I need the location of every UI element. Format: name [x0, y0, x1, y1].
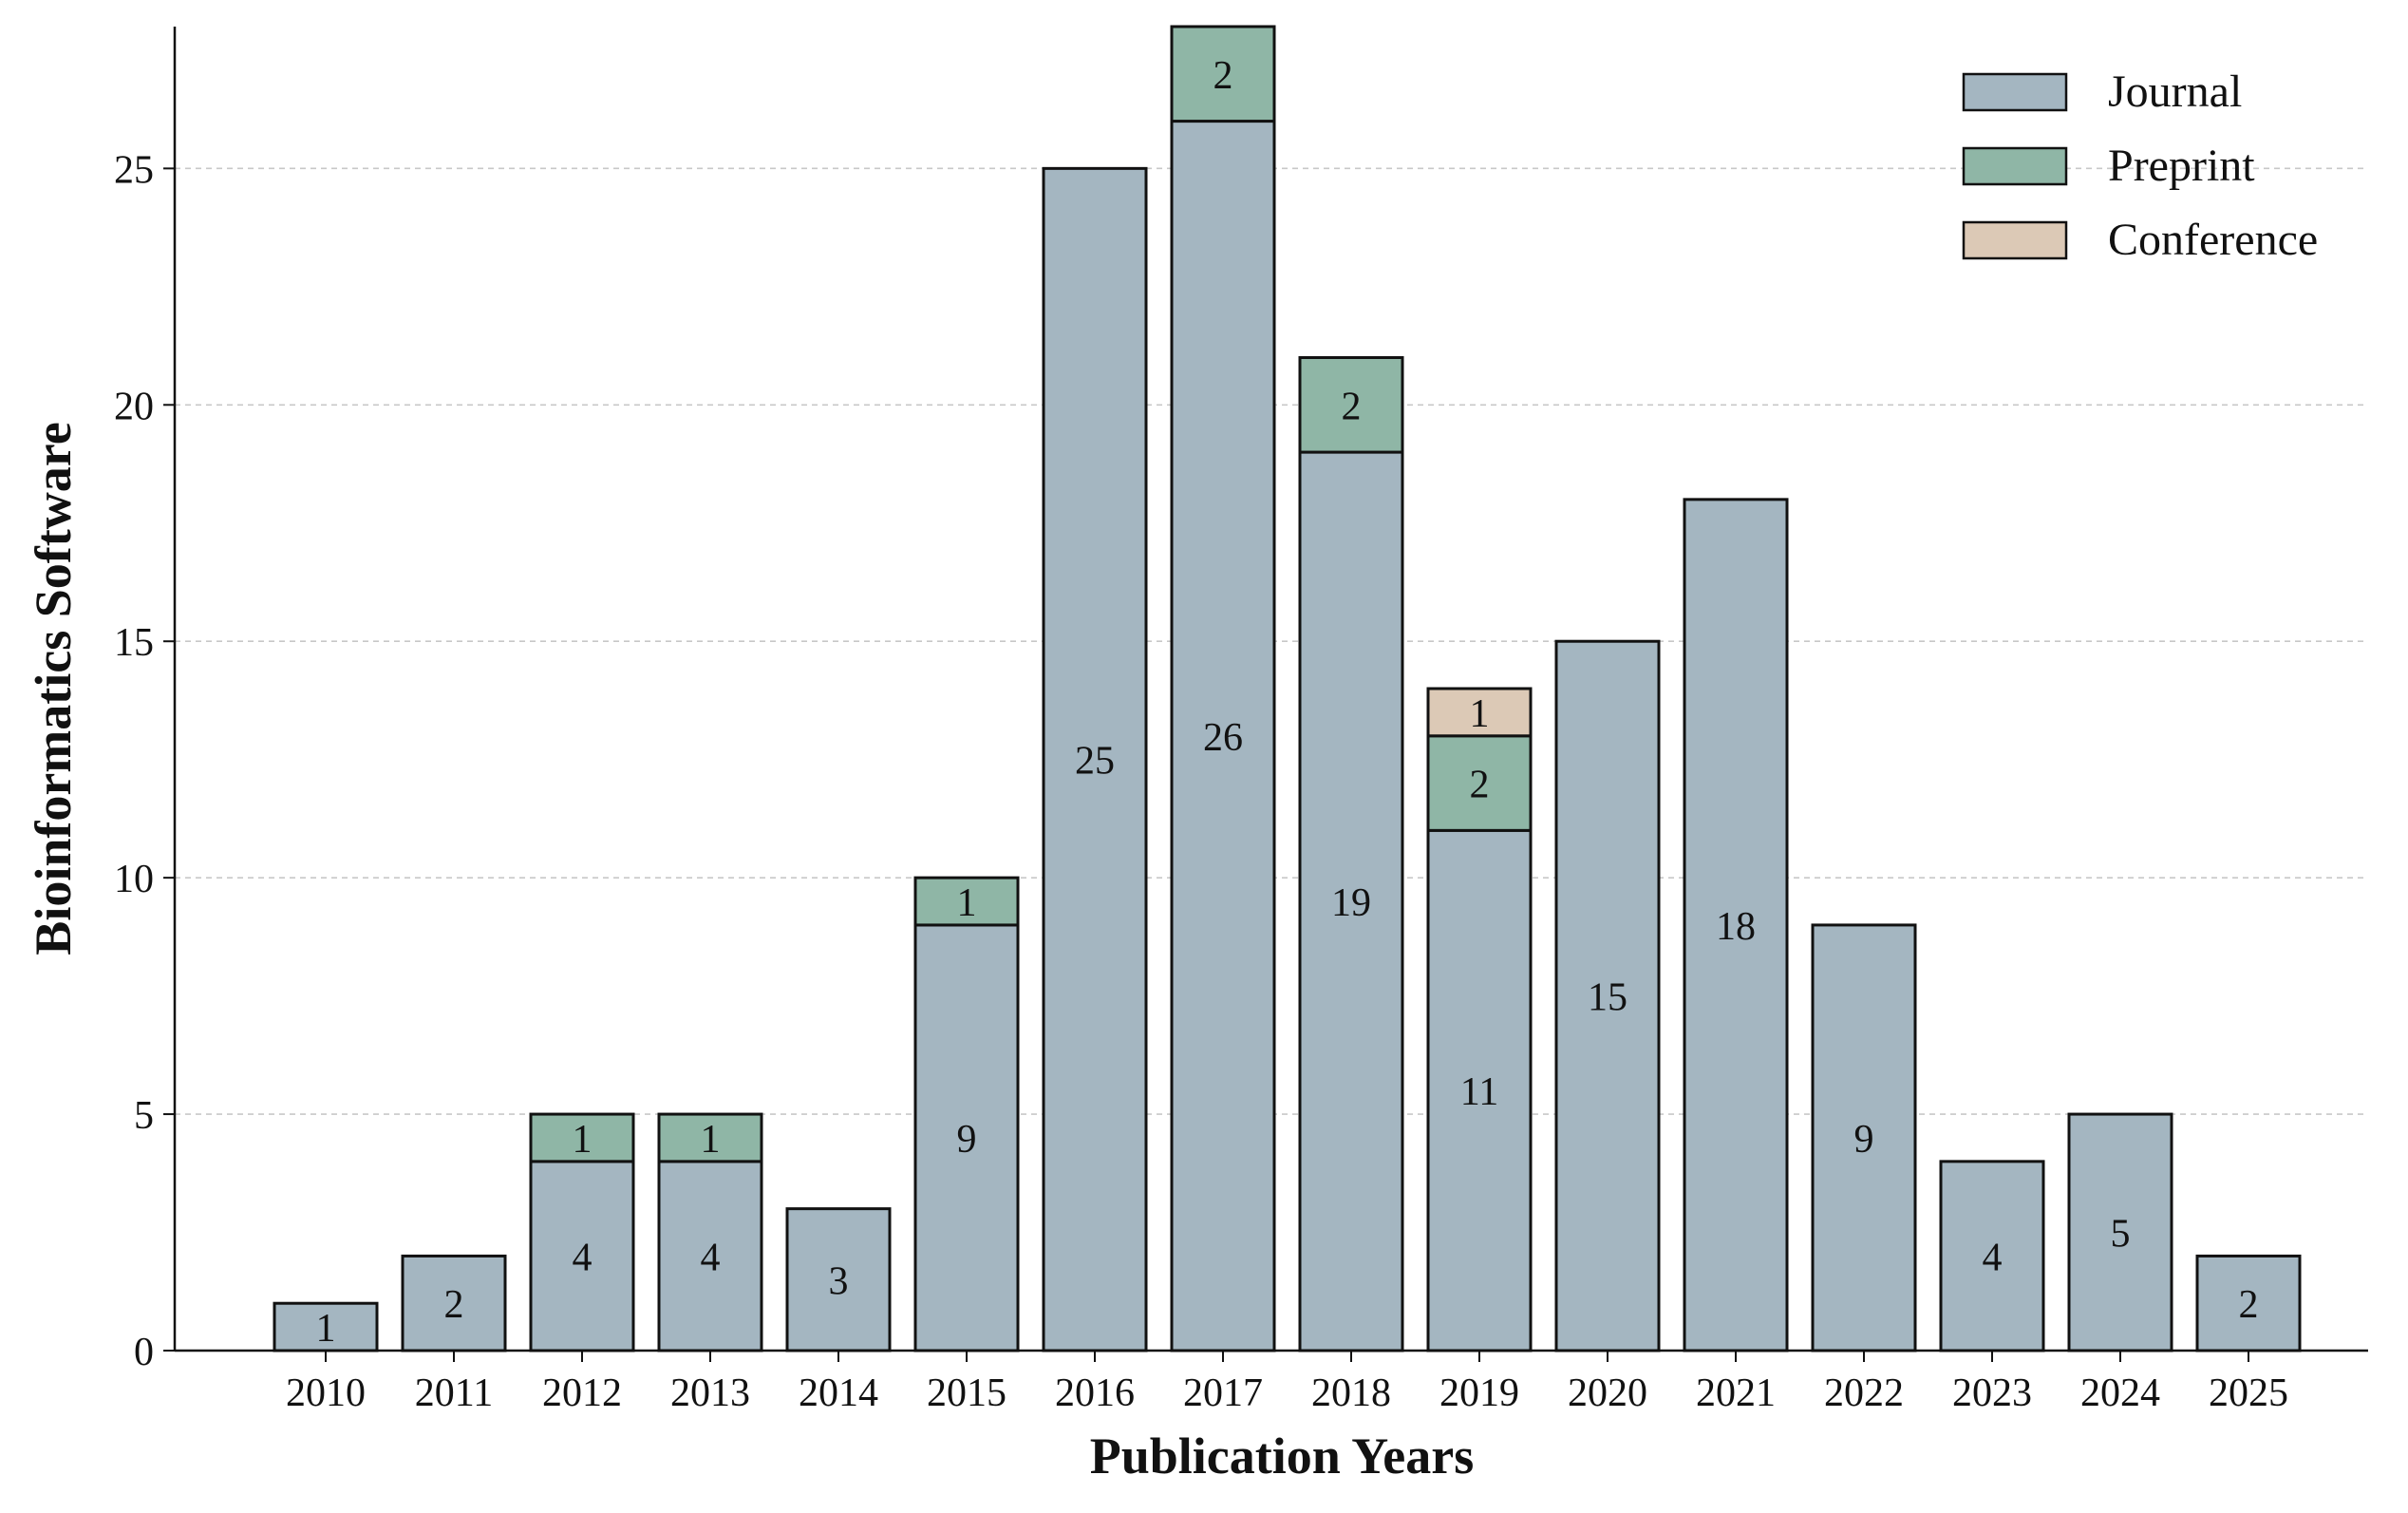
data-label: 1 [957, 881, 977, 925]
data-label: 1 [701, 1118, 721, 1162]
y-tick-label: 0 [134, 1331, 154, 1374]
data-label: 9 [1854, 1118, 1874, 1162]
y-tick-label: 25 [114, 148, 154, 192]
x-tick-label: 2020 [1568, 1371, 1647, 1415]
data-label: 26 [1203, 716, 1243, 760]
bar-preprint [913, 876, 1020, 927]
data-label: 2 [2239, 1283, 2259, 1327]
x-tick-label: 2017 [1183, 1371, 1263, 1415]
data-label: 1 [316, 1307, 336, 1351]
data-label: 5 [2111, 1213, 2131, 1257]
data-label: 15 [1588, 976, 1627, 1020]
data-label: 2 [1213, 54, 1233, 98]
x-tick-label: 2018 [1311, 1371, 1391, 1415]
data-label: 2 [444, 1283, 464, 1327]
legend-label-journal: Journal [2108, 66, 2242, 117]
bar-journal [1683, 498, 1789, 1352]
data-label: 11 [1460, 1070, 1498, 1114]
bar-journal [1042, 166, 1148, 1352]
bars [273, 25, 2302, 1352]
data-label: 2 [1342, 385, 1362, 428]
bar-journal [1939, 1160, 2045, 1352]
x-tick-label: 2024 [2080, 1371, 2160, 1415]
bar-journal [1811, 923, 1917, 1352]
x-tick-label: 2013 [670, 1371, 750, 1415]
bar-journal [273, 1301, 379, 1352]
data-label: 1 [1470, 692, 1490, 736]
data-label: 4 [1983, 1236, 2003, 1279]
bar-journal [785, 1207, 892, 1352]
data-label: 18 [1716, 905, 1756, 949]
data-label: 25 [1075, 740, 1115, 784]
legend-label-conference: Conference [2108, 215, 2318, 265]
x-tick-label: 2019 [1439, 1371, 1519, 1415]
legend-label-preprint: Preprint [2108, 141, 2255, 191]
data-label: 2 [1470, 764, 1490, 807]
x-tick-label: 2010 [286, 1371, 366, 1415]
legend: Journal Preprint Conference [1962, 66, 2318, 265]
bar-journal [1170, 120, 1276, 1352]
x-tick-label: 2023 [1952, 1371, 2032, 1415]
bar-conference [1426, 687, 1533, 738]
bar-journal [1298, 450, 1404, 1352]
x-tick-label: 2025 [2209, 1371, 2288, 1415]
y-axis-title: Bioinformatics Software [25, 422, 82, 955]
data-label: 4 [701, 1236, 721, 1279]
data-label: 9 [957, 1118, 977, 1162]
x-tick-label: 2016 [1055, 1371, 1135, 1415]
x-tick-label: 2012 [542, 1371, 622, 1415]
data-label: 4 [573, 1236, 593, 1279]
bar-preprint [1426, 734, 1533, 832]
bar-journal [2067, 1112, 2173, 1352]
bar-preprint [529, 1112, 635, 1163]
data-label: 19 [1331, 881, 1371, 925]
legend-swatch-journal [1962, 72, 2068, 112]
x-tick-label: 2014 [799, 1371, 878, 1415]
bar-journal [1554, 639, 1661, 1352]
axes [163, 27, 2368, 1362]
x-axis-title: Publication Years [1090, 1428, 1475, 1485]
y-tick-label: 5 [134, 1094, 154, 1138]
legend-swatch-conference [1962, 220, 2068, 260]
bar-journal [1426, 828, 1533, 1352]
y-tick-label: 20 [114, 385, 154, 428]
data-label: 1 [573, 1118, 593, 1162]
data-label: 3 [829, 1259, 849, 1303]
bar-journal [913, 923, 1020, 1352]
data-labels: 1 2 4 1 4 1 3 9 1 25 26 2 19 2 11 2 1 15 18 9 4 5 2 [316, 54, 2259, 1351]
x-tick-label: 2011 [415, 1371, 493, 1415]
bar-preprint [1170, 25, 1276, 123]
bar-preprint [1298, 356, 1404, 454]
y-tick-label: 15 [114, 621, 154, 665]
x-tick-label: 2022 [1824, 1371, 1904, 1415]
x-tick-label: 2015 [927, 1371, 1006, 1415]
legend-swatch-preprint [1962, 146, 2068, 186]
x-tick-label: 2021 [1696, 1371, 1776, 1415]
bar-preprint [657, 1112, 763, 1163]
y-tick-label: 10 [114, 858, 154, 901]
